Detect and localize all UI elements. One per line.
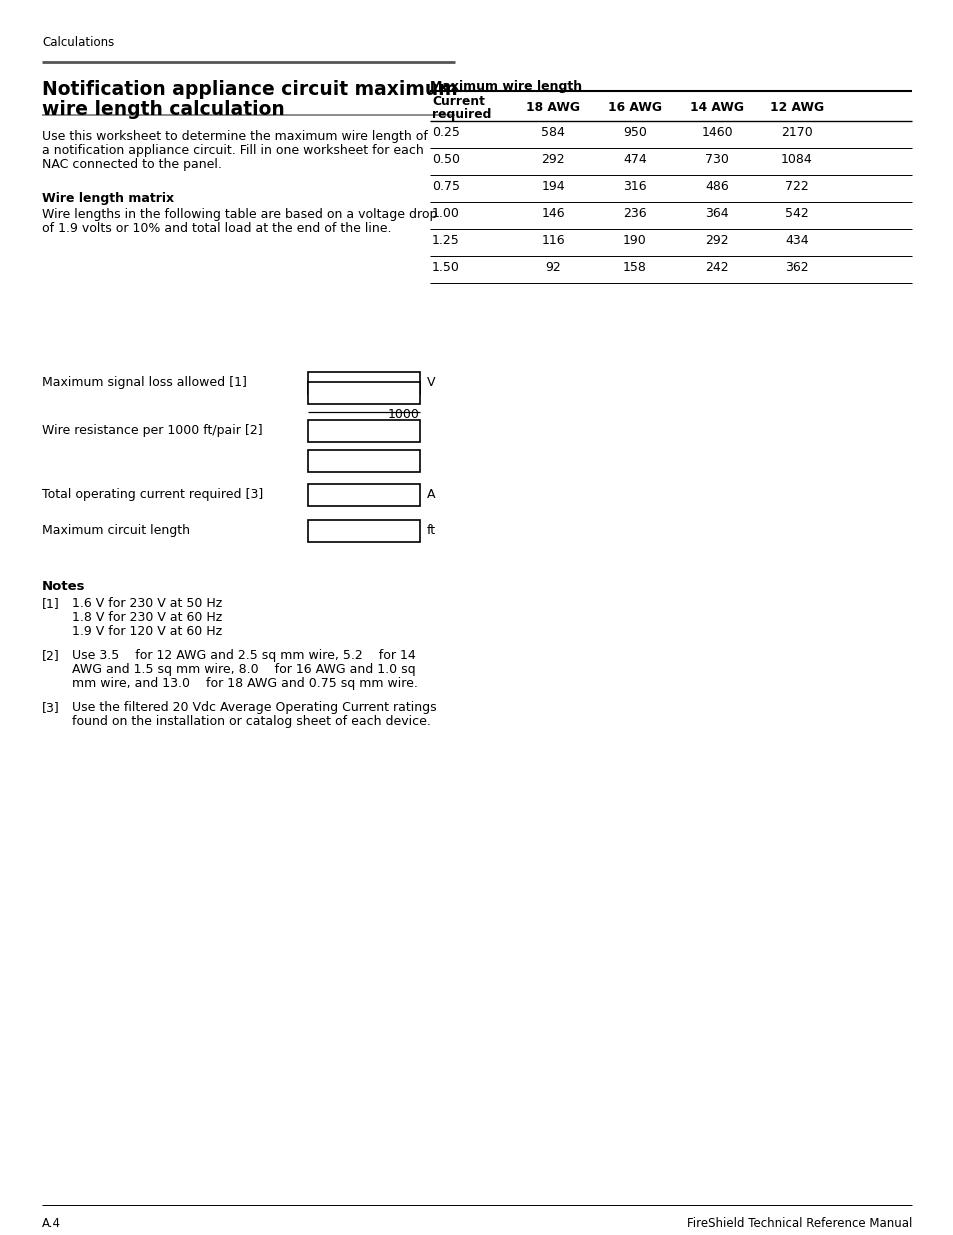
Text: A: A: [427, 488, 435, 501]
Text: mm wire, and 13.0    for 18 AWG and 0.75 sq mm wire.: mm wire, and 13.0 for 18 AWG and 0.75 sq…: [71, 677, 417, 690]
Bar: [308, 420, 419, 442]
Text: 1.9 V for 120 V at 60 Hz: 1.9 V for 120 V at 60 Hz: [71, 625, 222, 638]
Text: 1.00: 1.00: [432, 207, 459, 220]
Text: 722: 722: [784, 180, 808, 193]
Text: 0.75: 0.75: [432, 180, 459, 193]
Text: 116: 116: [540, 233, 564, 247]
Text: of 1.9 volts or 10% and total load at the end of the line.: of 1.9 volts or 10% and total load at th…: [42, 222, 391, 235]
Text: 486: 486: [704, 180, 728, 193]
Text: 92: 92: [544, 261, 560, 274]
Bar: [308, 382, 419, 404]
Text: 434: 434: [784, 233, 808, 247]
Text: V: V: [427, 375, 435, 389]
Text: 1460: 1460: [700, 126, 732, 140]
Bar: [308, 372, 419, 394]
Text: 146: 146: [540, 207, 564, 220]
Text: wire length calculation: wire length calculation: [42, 100, 284, 119]
Text: FireShield Technical Reference Manual: FireShield Technical Reference Manual: [686, 1216, 911, 1230]
Text: Notes: Notes: [42, 580, 86, 593]
Text: 292: 292: [704, 233, 728, 247]
Text: 158: 158: [622, 261, 646, 274]
Text: Use the filtered 20 Vdc Average Operating Current ratings: Use the filtered 20 Vdc Average Operatin…: [71, 701, 436, 714]
Bar: [308, 450, 419, 472]
Text: 0.50: 0.50: [432, 153, 459, 165]
Text: Maximum signal loss allowed [1]: Maximum signal loss allowed [1]: [42, 375, 247, 389]
Text: 242: 242: [704, 261, 728, 274]
Text: ft: ft: [427, 524, 436, 537]
Text: Wire resistance per 1000 ft/pair [2]: Wire resistance per 1000 ft/pair [2]: [42, 424, 262, 437]
Text: [3]: [3]: [42, 701, 60, 714]
Text: 190: 190: [622, 233, 646, 247]
Text: found on the installation or catalog sheet of each device.: found on the installation or catalog she…: [71, 715, 431, 727]
Text: Current: Current: [432, 95, 484, 107]
Text: 542: 542: [784, 207, 808, 220]
Text: 292: 292: [540, 153, 564, 165]
Text: [1]: [1]: [42, 597, 60, 610]
Text: Maximum wire length: Maximum wire length: [430, 80, 581, 93]
Text: 950: 950: [622, 126, 646, 140]
Text: Wire lengths in the following table are based on a voltage drop: Wire lengths in the following table are …: [42, 207, 436, 221]
Text: Maximum circuit length: Maximum circuit length: [42, 524, 190, 537]
Text: Calculations: Calculations: [42, 36, 114, 49]
Text: a notification appliance circuit. Fill in one worksheet for each: a notification appliance circuit. Fill i…: [42, 144, 423, 157]
Text: required: required: [432, 107, 491, 121]
Text: Wire length matrix: Wire length matrix: [42, 191, 174, 205]
Text: A.4: A.4: [42, 1216, 61, 1230]
Text: 474: 474: [622, 153, 646, 165]
Text: Total operating current required [3]: Total operating current required [3]: [42, 488, 263, 501]
Text: Notification appliance circuit maximum: Notification appliance circuit maximum: [42, 80, 457, 99]
Text: [2]: [2]: [42, 650, 60, 662]
Text: 362: 362: [784, 261, 808, 274]
Text: 730: 730: [704, 153, 728, 165]
Text: 16 AWG: 16 AWG: [607, 101, 661, 114]
Text: 236: 236: [622, 207, 646, 220]
Text: Use 3.5    for 12 AWG and 2.5 sq mm wire, 5.2    for 14: Use 3.5 for 12 AWG and 2.5 sq mm wire, 5…: [71, 650, 416, 662]
Text: AWG and 1.5 sq mm wire, 8.0    for 16 AWG and 1.0 sq: AWG and 1.5 sq mm wire, 8.0 for 16 AWG a…: [71, 663, 416, 676]
Text: NAC connected to the panel.: NAC connected to the panel.: [42, 158, 222, 170]
Text: 194: 194: [540, 180, 564, 193]
Text: 364: 364: [704, 207, 728, 220]
Text: 1.25: 1.25: [432, 233, 459, 247]
Text: Use this worksheet to determine the maximum wire length of: Use this worksheet to determine the maxi…: [42, 130, 428, 143]
Text: 1084: 1084: [781, 153, 812, 165]
Text: 584: 584: [540, 126, 564, 140]
Text: 1.50: 1.50: [432, 261, 459, 274]
Text: 0.25: 0.25: [432, 126, 459, 140]
Text: 2170: 2170: [781, 126, 812, 140]
Bar: [308, 520, 419, 542]
Text: 14 AWG: 14 AWG: [689, 101, 743, 114]
Text: 316: 316: [622, 180, 646, 193]
Text: 18 AWG: 18 AWG: [525, 101, 579, 114]
Text: 1.8 V for 230 V at 60 Hz: 1.8 V for 230 V at 60 Hz: [71, 611, 222, 624]
Bar: [308, 484, 419, 506]
Text: 1000: 1000: [388, 408, 419, 421]
Text: 12 AWG: 12 AWG: [769, 101, 823, 114]
Text: 1.6 V for 230 V at 50 Hz: 1.6 V for 230 V at 50 Hz: [71, 597, 222, 610]
